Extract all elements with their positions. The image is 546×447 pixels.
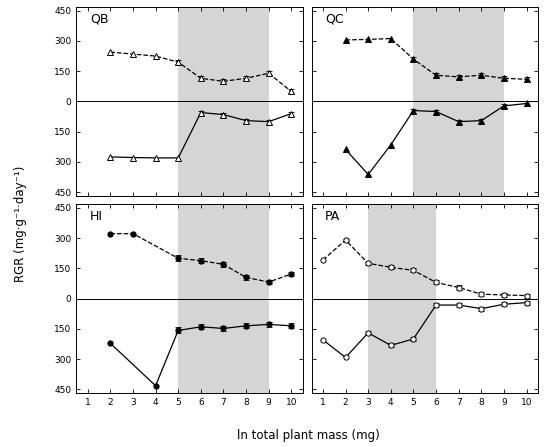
Bar — [413, 7, 504, 196]
Text: QC: QC — [325, 13, 344, 25]
Text: RGR (mg·g⁻¹·day⁻¹): RGR (mg·g⁻¹·day⁻¹) — [14, 165, 27, 282]
Text: HI: HI — [90, 210, 103, 223]
Text: PA: PA — [325, 210, 341, 223]
Bar — [178, 204, 269, 393]
Bar — [178, 7, 269, 196]
Text: ln total plant mass (mg): ln total plant mass (mg) — [237, 429, 380, 443]
Text: QB: QB — [90, 13, 109, 25]
Bar — [368, 204, 436, 393]
